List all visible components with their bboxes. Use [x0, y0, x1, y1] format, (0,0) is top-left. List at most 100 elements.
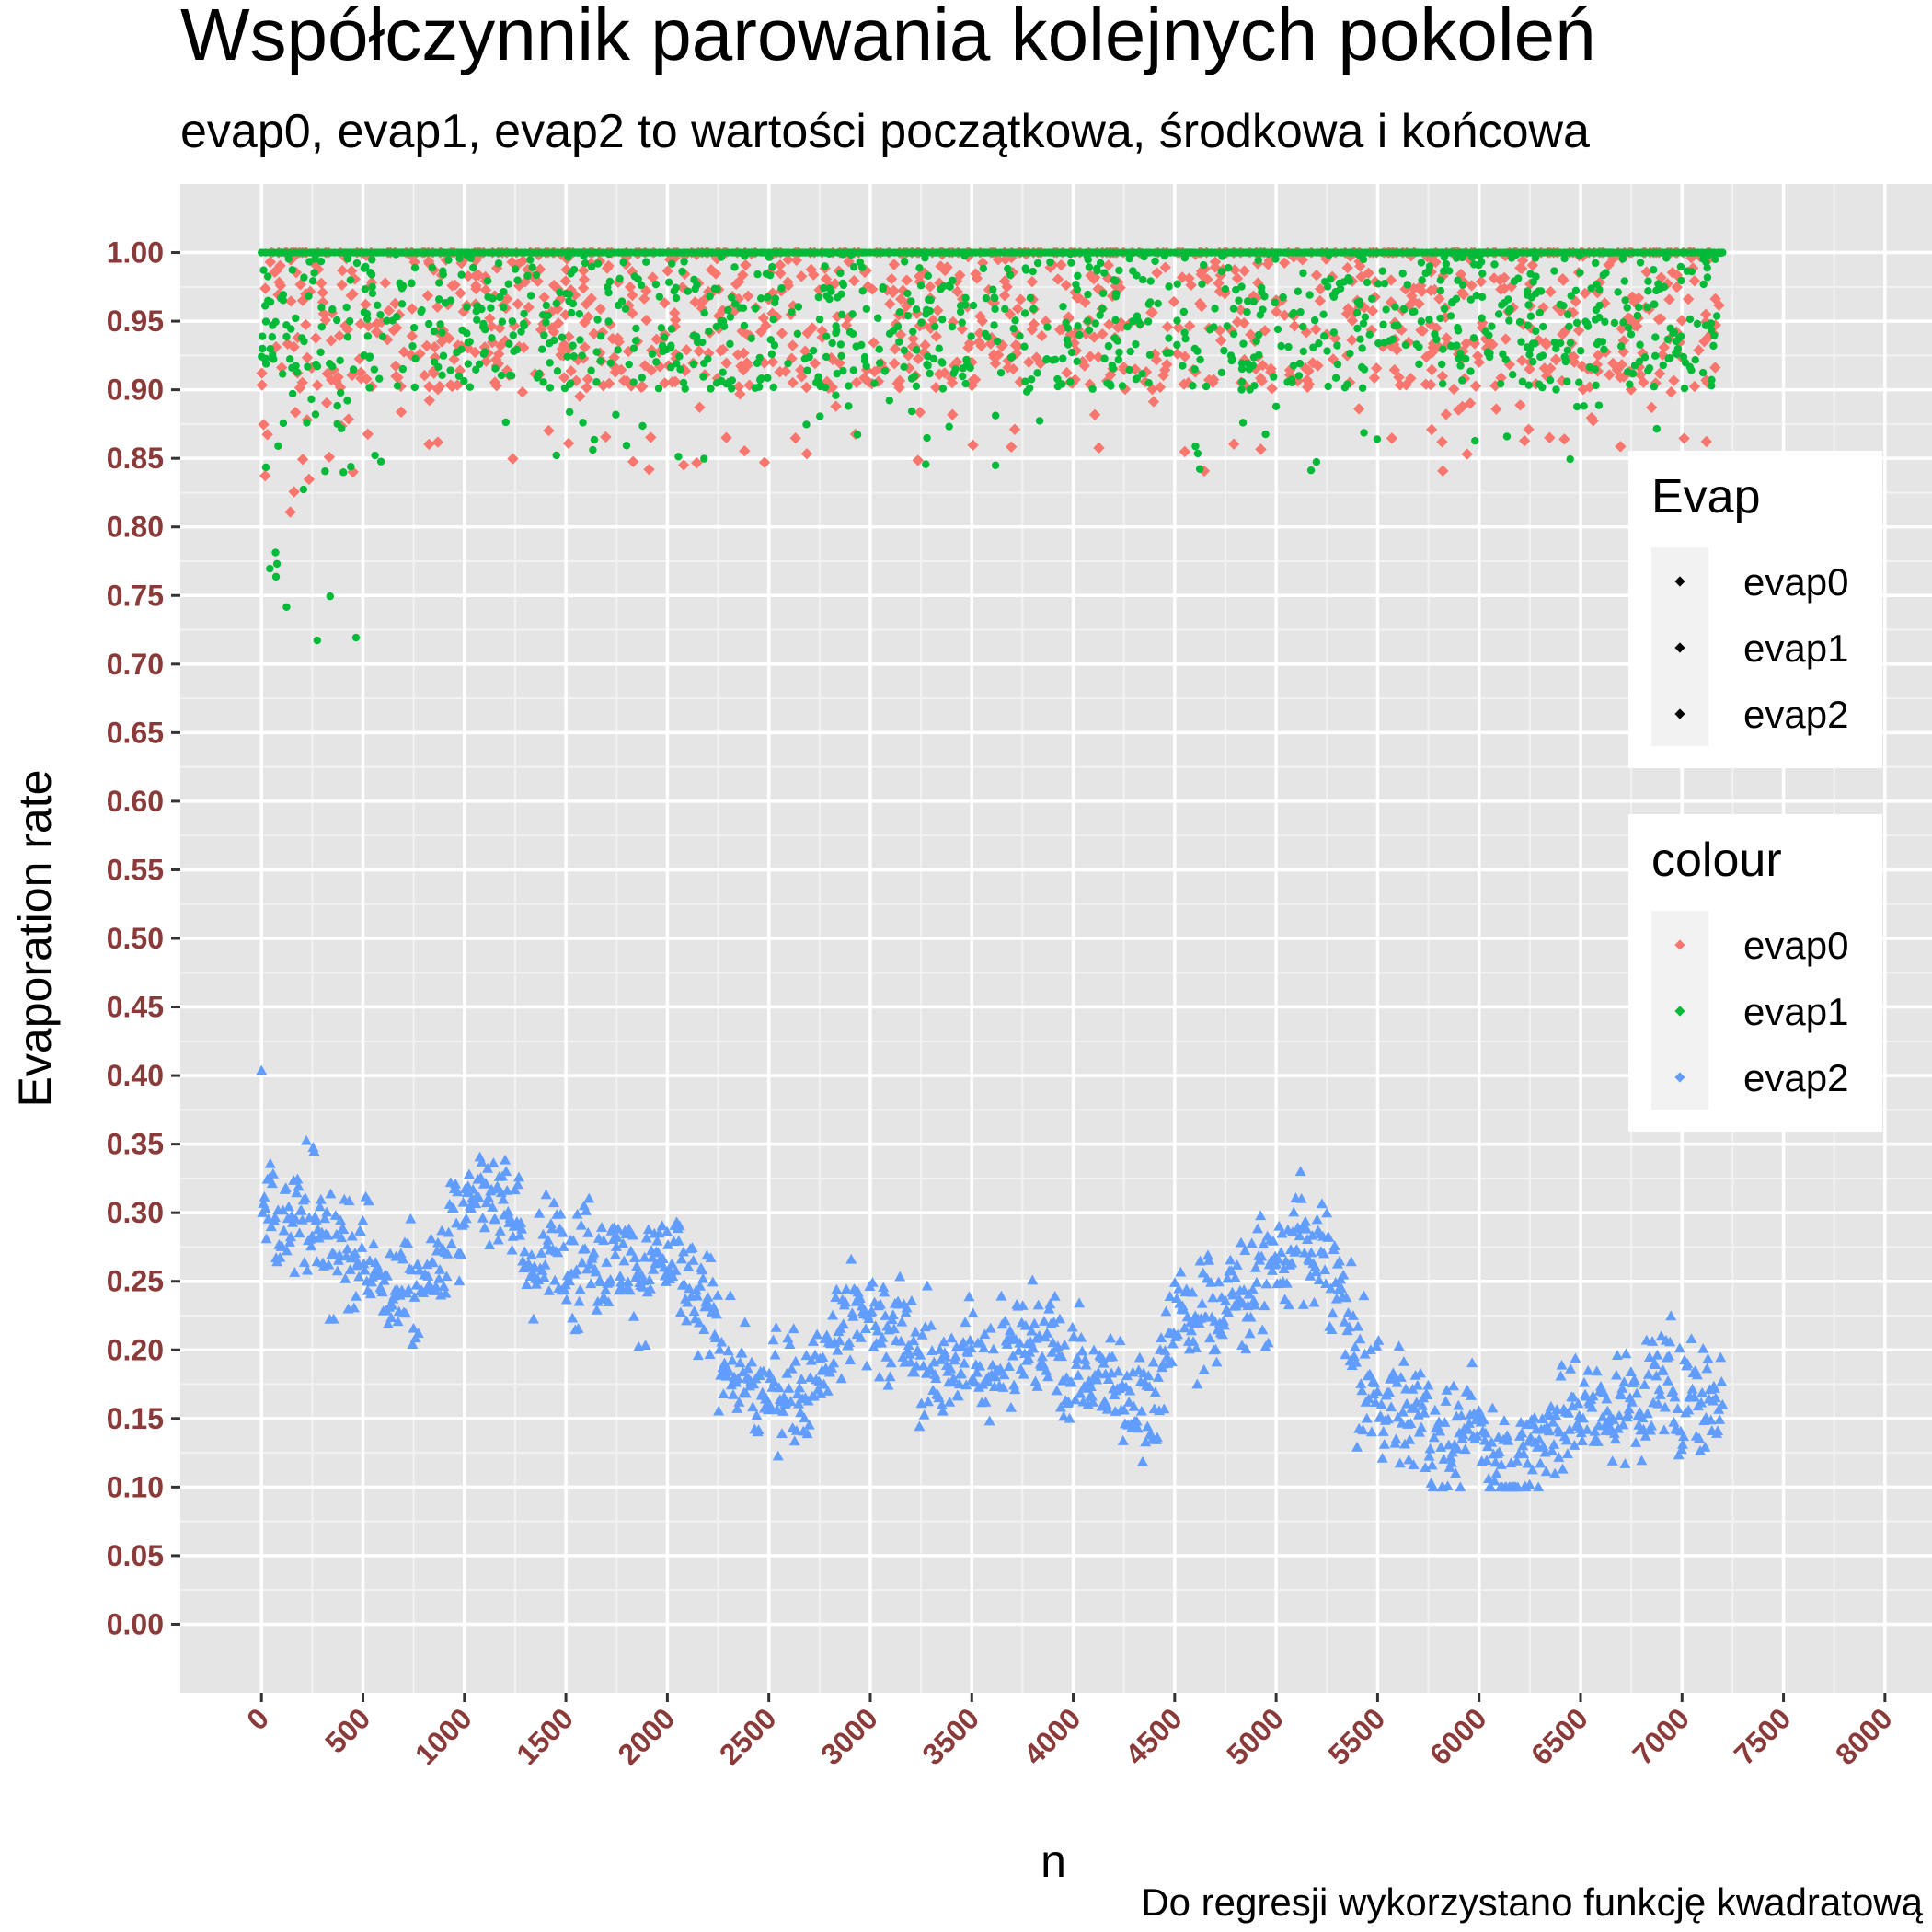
point-evap0 — [1700, 374, 1712, 386]
point-evap1 — [945, 422, 953, 431]
point-evap1 — [1294, 372, 1304, 380]
point-evap1 — [956, 302, 965, 310]
point-evap0 — [1572, 325, 1585, 337]
point-evap2 — [657, 1253, 669, 1264]
point-evap1 — [494, 259, 503, 268]
point-evap2 — [546, 1223, 558, 1234]
point-evap1 — [1587, 284, 1595, 293]
point-evap2 — [500, 1166, 512, 1177]
point-evap2 — [430, 1281, 442, 1292]
point-evap2 — [571, 1208, 583, 1219]
point-evap2 — [1702, 1352, 1714, 1363]
point-evap0 — [800, 381, 812, 394]
point-evap2 — [995, 1290, 1007, 1301]
point-evap2 — [1118, 1404, 1130, 1415]
point-evap2 — [1462, 1423, 1474, 1434]
point-evap1 — [578, 351, 586, 360]
point-evap1 — [1664, 354, 1673, 362]
point-evap1 — [558, 333, 567, 341]
point-evap2 — [1427, 1481, 1439, 1492]
point-evap0 — [694, 401, 706, 413]
point-evap2 — [1238, 1284, 1250, 1294]
point-evap2 — [1553, 1452, 1565, 1462]
point-evap1 — [816, 412, 824, 420]
point-evap0 — [354, 317, 367, 330]
point-evap2 — [732, 1373, 744, 1384]
point-evap2 — [615, 1271, 627, 1281]
point-evap2 — [515, 1217, 527, 1227]
point-evap2 — [558, 1284, 570, 1294]
point-evap1 — [1255, 351, 1263, 359]
point-evap2 — [392, 1316, 404, 1327]
point-evap2 — [1411, 1379, 1423, 1390]
point-evap2 — [885, 1357, 897, 1368]
point-evap2 — [847, 1310, 859, 1321]
point-evap1 — [803, 366, 811, 374]
point-evap2 — [1295, 1192, 1307, 1203]
point-evap2 — [1305, 1247, 1317, 1258]
point-evap1 — [614, 346, 622, 354]
point-evap0 — [1495, 372, 1507, 384]
point-evap2 — [1351, 1441, 1363, 1452]
point-evap1 — [438, 328, 446, 337]
point-evap1 — [1454, 327, 1463, 335]
point-evap1 — [378, 332, 387, 341]
point-evap0 — [1151, 267, 1163, 279]
point-evap1 — [393, 382, 402, 390]
point-evap1 — [691, 284, 699, 293]
point-evap0 — [1416, 285, 1428, 297]
point-evap0 — [1461, 448, 1473, 460]
point-evap1 — [1645, 363, 1654, 373]
point-evap2 — [1305, 1270, 1317, 1281]
point-evap1 — [1374, 280, 1383, 288]
point-evap2 — [1334, 1255, 1346, 1266]
point-evap1 — [1683, 267, 1692, 275]
point-evap2 — [1589, 1425, 1601, 1436]
point-evap0 — [579, 316, 591, 328]
point-evap0 — [547, 279, 560, 292]
point-evap2 — [512, 1179, 523, 1190]
point-evap0 — [546, 305, 558, 318]
point-evap0 — [621, 374, 633, 387]
point-evap1 — [326, 592, 334, 601]
point-evap0 — [1278, 257, 1291, 269]
point-evap2 — [903, 1348, 915, 1359]
point-evap0 — [627, 307, 638, 319]
point-evap2 — [298, 1257, 310, 1267]
point-evap1 — [1179, 362, 1187, 370]
point-evap1 — [520, 309, 528, 318]
point-evap2 — [644, 1282, 656, 1294]
point-evap2 — [854, 1293, 866, 1303]
point-evap0 — [574, 390, 586, 403]
point-evap0 — [1257, 359, 1269, 372]
point-evap2 — [795, 1407, 807, 1418]
point-evap0 — [1713, 299, 1725, 312]
point-evap2 — [1356, 1385, 1368, 1396]
point-evap0 — [423, 381, 435, 393]
point-evap2 — [661, 1225, 673, 1236]
point-evap0 — [470, 280, 482, 292]
point-evap2 — [1616, 1383, 1628, 1393]
point-evap1 — [1532, 327, 1540, 336]
point-evap2 — [431, 1236, 443, 1248]
point-evap1 — [383, 316, 391, 325]
point-evap1 — [336, 356, 344, 364]
point-evap0 — [294, 279, 306, 291]
point-evap2 — [1535, 1457, 1547, 1468]
point-evap2 — [359, 1264, 371, 1275]
point-evap0 — [1666, 267, 1679, 279]
point-evap0 — [606, 332, 619, 345]
point-evap1 — [1100, 354, 1109, 362]
point-evap0 — [830, 400, 842, 412]
point-evap0 — [1023, 356, 1035, 368]
point-evap1 — [1067, 259, 1075, 267]
point-evap2 — [876, 1337, 888, 1348]
point-evap1 — [266, 564, 274, 573]
point-evap2 — [595, 1222, 607, 1232]
point-evap2 — [346, 1230, 358, 1241]
point-evap0 — [1436, 370, 1449, 383]
point-evap2 — [705, 1252, 717, 1263]
point-evap2 — [506, 1244, 518, 1255]
point-evap2 — [1055, 1401, 1067, 1412]
point-evap2 — [1397, 1355, 1409, 1366]
